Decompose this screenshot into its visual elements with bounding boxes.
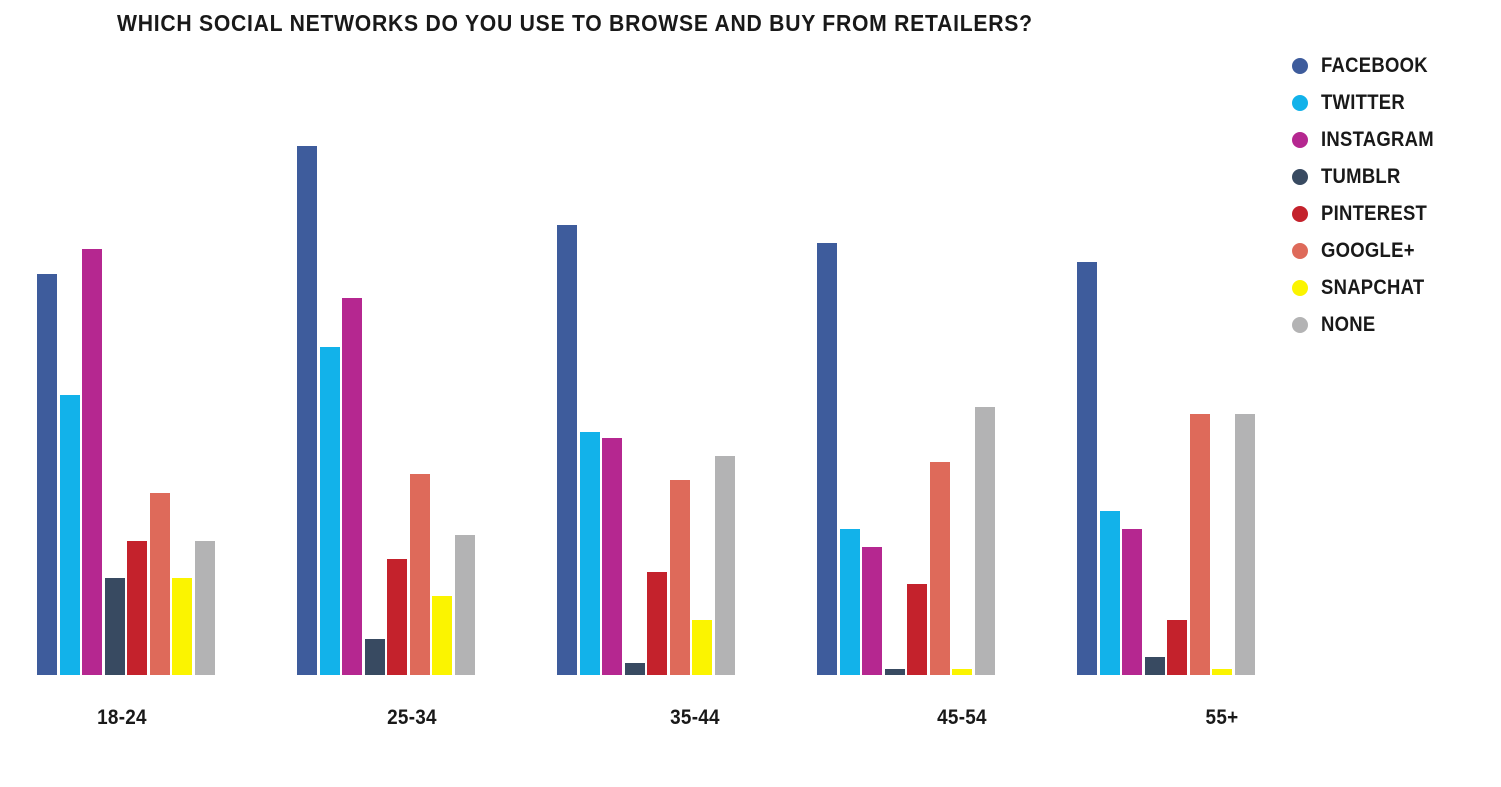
bar-tumblr-55plus (1144, 657, 1165, 675)
bar-none-18-24 (194, 541, 215, 675)
x-axis-label-45-54: 45-54 (937, 706, 987, 729)
bar-instagram-18-24 (82, 249, 103, 675)
bar-none-35-44 (714, 456, 735, 675)
bar-snapchat-18-24 (172, 578, 193, 675)
bar-facebook-35-44 (557, 225, 577, 675)
bar-pinterest-55plus (1167, 620, 1188, 675)
bar-instagram-45-54 (862, 547, 883, 675)
legend-label: GOOGLE+ (1321, 238, 1415, 262)
legend-swatch-none-icon (1292, 316, 1308, 333)
legend-swatch-snapchat-icon (1292, 279, 1308, 296)
x-axis-label-55plus: 55+ (1205, 706, 1239, 729)
bar-tumblr-25-34 (364, 639, 385, 675)
bar-none-45-54 (974, 407, 995, 675)
bar-twitter-18-24 (59, 395, 80, 675)
legend-item-facebook: FACEBOOK (1292, 47, 1449, 84)
chart-title: WHICH SOCIAL NETWORKS DO YOU USE TO BROW… (117, 10, 1033, 36)
bar-tumblr-18-24 (104, 578, 125, 675)
bar-googleplus-18-24 (149, 493, 170, 675)
bar-googleplus-45-54 (929, 462, 950, 675)
bar-group-55plus (1077, 115, 1255, 675)
legend-label: SNAPCHAT (1321, 275, 1425, 299)
bar-pinterest-25-34 (387, 559, 408, 675)
x-axis-label-35-44: 35-44 (670, 706, 720, 729)
bar-none-25-34 (454, 535, 475, 675)
bar-pinterest-45-54 (907, 584, 928, 675)
bar-facebook-45-54 (817, 243, 837, 675)
legend-label: PINTEREST (1321, 201, 1428, 225)
bar-group-35-44 (557, 115, 735, 675)
bar-snapchat-55plus (1212, 669, 1233, 675)
bar-twitter-45-54 (839, 529, 860, 675)
bar-snapchat-35-44 (692, 620, 713, 675)
legend-label: NONE (1321, 312, 1376, 336)
x-axis-label-25-34: 25-34 (387, 706, 437, 729)
bar-googleplus-35-44 (669, 480, 690, 675)
bar-snapchat-25-34 (432, 596, 453, 675)
bar-none-55plus (1234, 414, 1255, 675)
bar-group-25-34 (297, 115, 475, 675)
legend-swatch-twitter-icon (1292, 94, 1308, 111)
bar-twitter-55plus (1099, 511, 1120, 675)
legend-item-none: NONE (1292, 306, 1449, 343)
bar-twitter-25-34 (319, 347, 340, 675)
legend-label: FACEBOOK (1321, 53, 1428, 77)
legend-item-googleplus: GOOGLE+ (1292, 232, 1449, 269)
bar-group-45-54 (817, 115, 995, 675)
bar-pinterest-18-24 (127, 541, 148, 675)
bar-googleplus-55plus (1189, 414, 1210, 675)
bar-instagram-35-44 (602, 438, 623, 675)
legend-item-snapchat: SNAPCHAT (1292, 269, 1449, 306)
legend-label: TUMBLR (1321, 164, 1401, 188)
bar-googleplus-25-34 (409, 474, 430, 675)
legend-label: TWITTER (1321, 90, 1405, 114)
bar-facebook-25-34 (297, 146, 317, 675)
bar-facebook-55plus (1077, 262, 1097, 675)
x-axis-label-18-24: 18-24 (97, 706, 147, 729)
legend: FACEBOOK TWITTER INSTAGRAM TUMBLR PINTEREST G… (1292, 47, 1449, 343)
bar-instagram-25-34 (342, 298, 363, 675)
bar-pinterest-35-44 (647, 572, 668, 675)
bar-snapchat-45-54 (952, 669, 973, 675)
bar-tumblr-35-44 (624, 663, 645, 675)
legend-label: INSTAGRAM (1321, 127, 1434, 151)
legend-swatch-facebook-icon (1292, 57, 1308, 74)
legend-swatch-tumblr-icon (1292, 168, 1308, 185)
legend-item-tumblr: TUMBLR (1292, 158, 1449, 195)
bar-facebook-18-24 (37, 274, 57, 675)
legend-swatch-googleplus-icon (1292, 242, 1308, 259)
legend-item-twitter: TWITTER (1292, 84, 1449, 121)
legend-item-pinterest: PINTEREST (1292, 195, 1449, 232)
bar-tumblr-45-54 (884, 669, 905, 675)
bar-group-18-24 (37, 115, 215, 675)
bar-twitter-35-44 (579, 432, 600, 675)
legend-swatch-instagram-icon (1292, 131, 1308, 148)
legend-item-instagram: INSTAGRAM (1292, 121, 1449, 158)
legend-swatch-pinterest-icon (1292, 205, 1308, 222)
bar-instagram-55plus (1122, 529, 1143, 675)
